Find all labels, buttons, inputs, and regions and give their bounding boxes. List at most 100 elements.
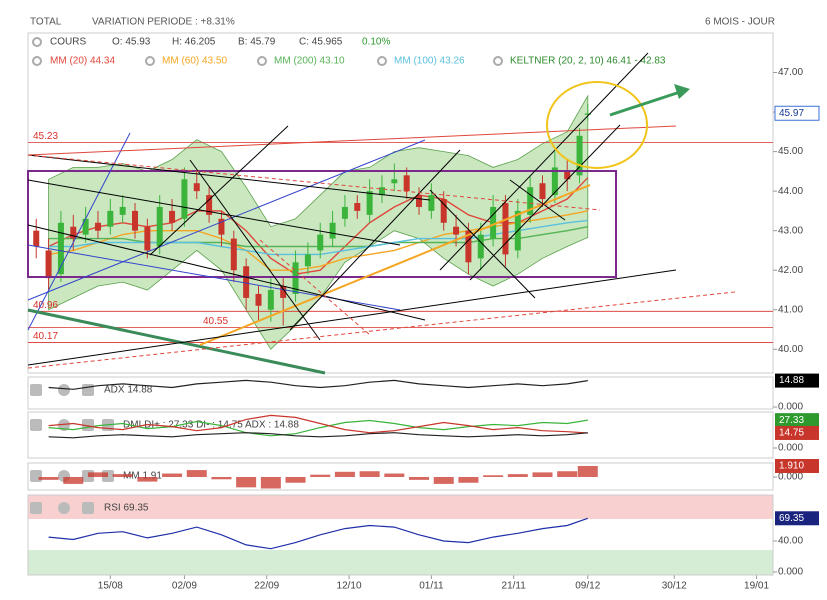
value-tag: [775, 511, 819, 526]
histogram-bar: [162, 473, 183, 477]
histogram-bar: [112, 474, 133, 477]
candle-body: [502, 203, 509, 255]
low-value: B: 45.79: [238, 37, 276, 48]
indicator-label: RSI 69.35: [104, 503, 149, 514]
candle-body: [366, 191, 373, 215]
trendline: [27, 154, 601, 211]
legend-mm20: MM (20) 44.34: [50, 56, 115, 67]
legend-keltner: KELTNER (20, 2, 10) 46.41 - 42.83: [510, 56, 666, 67]
indicator-tool[interactable]: [30, 502, 42, 514]
indicator-tool[interactable]: [30, 384, 42, 396]
indicator-tool[interactable]: [82, 502, 94, 514]
histogram-bar: [483, 475, 504, 477]
y-tick-label: 0.000: [778, 443, 803, 454]
trendline: [27, 139, 426, 301]
trendline: [27, 154, 431, 201]
high-value: H: 46.205: [172, 37, 216, 48]
y-tick-label: 0.000: [778, 402, 803, 413]
histogram-bar: [507, 474, 528, 477]
candle-body: [156, 206, 163, 247]
candle-body: [329, 222, 336, 239]
candle-body: [453, 226, 460, 235]
gear-icon[interactable]: [145, 56, 155, 66]
candle-body: [144, 226, 151, 251]
gear-icon[interactable]: [493, 56, 503, 66]
candle-body: [70, 226, 77, 239]
candle-body: [416, 195, 423, 207]
indicator-line: [48, 517, 588, 550]
histogram-bar: [577, 465, 598, 477]
gear-icon[interactable]: [32, 56, 42, 66]
panels: 40.0041.0042.0043.0044.0045.0046.0047.00…: [27, 32, 820, 592]
trendline: [27, 224, 426, 321]
value-tag-label: 14.88: [779, 375, 804, 386]
y-tick-label: 43.00: [778, 225, 803, 236]
candle-body: [428, 195, 435, 211]
value-tag: [775, 373, 819, 388]
candle-body: [206, 195, 213, 215]
candle-body: [465, 230, 472, 263]
histogram-bar: [87, 472, 108, 477]
indicator-label: DMI DI+ : 27.33 DI- : 14.75 ADX : 14.88: [123, 420, 299, 431]
indicator-line: [48, 414, 588, 434]
price-level-label: 40.55: [203, 316, 228, 327]
x-tick-label: 09/12: [575, 581, 600, 592]
candle-body: [57, 222, 64, 275]
candle-body: [94, 222, 101, 231]
price-level-label: 40.17: [33, 331, 58, 342]
histogram-bar: [409, 476, 430, 480]
trendline: [27, 308, 326, 375]
candle-body: [193, 183, 200, 192]
last-price-tag: [774, 105, 820, 121]
legend-mm200: MM (200) 43.10: [274, 56, 345, 67]
y-tick-label: 0.000: [778, 472, 803, 483]
trendline: [27, 269, 677, 366]
candle-body: [82, 218, 89, 235]
histogram-bar: [310, 474, 331, 477]
indicator-tool[interactable]: [30, 470, 42, 482]
candle-body: [317, 234, 324, 251]
candle-body: [33, 230, 40, 247]
total-label: TOTAL: [30, 17, 62, 28]
x-tick-label: 02/09: [172, 581, 197, 592]
value-tag: [775, 458, 819, 473]
change: 0.10%: [362, 37, 390, 48]
panel-frame: [27, 494, 774, 576]
panel-frame: [27, 411, 774, 459]
panel-frame: [27, 376, 774, 410]
histogram-bar: [384, 473, 405, 477]
indicator-tool[interactable]: [58, 419, 70, 431]
candle-body: [218, 218, 225, 235]
gear-icon[interactable]: [32, 37, 42, 47]
oversold-zone: [28, 550, 773, 575]
period: 6 MOIS - JOUR: [705, 17, 775, 28]
price-level-label: 40.96: [33, 300, 58, 311]
trendline: [199, 184, 591, 346]
candle-body: [107, 210, 114, 227]
gear-icon[interactable]: [257, 56, 267, 66]
legend-mm60: MM (60) 43.50: [162, 56, 227, 67]
indicator-tool[interactable]: [30, 419, 42, 431]
trendline: [439, 52, 649, 271]
histogram-bar: [137, 476, 158, 482]
trendline: [27, 179, 401, 246]
indicator-tool[interactable]: [82, 384, 94, 396]
cours: COURS: [50, 37, 86, 48]
trendline: [469, 124, 621, 281]
range-box: [27, 170, 617, 278]
x-tick-label: 21/11: [502, 581, 527, 592]
candle-body: [292, 262, 299, 294]
histogram-bar: [236, 476, 257, 488]
gear-icon[interactable]: [377, 56, 387, 66]
candle-body: [230, 238, 237, 271]
trendline: [509, 179, 566, 221]
candle-body: [440, 199, 447, 223]
indicator-label: ADX 14.88: [104, 385, 153, 396]
indicator-tool[interactable]: [58, 502, 70, 514]
indicator-tool[interactable]: [58, 384, 70, 396]
y-tick-label: 41.00: [778, 304, 803, 315]
x-tick-label: 15/08: [98, 581, 123, 592]
histogram-bar: [532, 472, 553, 477]
candle-body: [378, 187, 385, 196]
moving-average: [48, 210, 588, 271]
